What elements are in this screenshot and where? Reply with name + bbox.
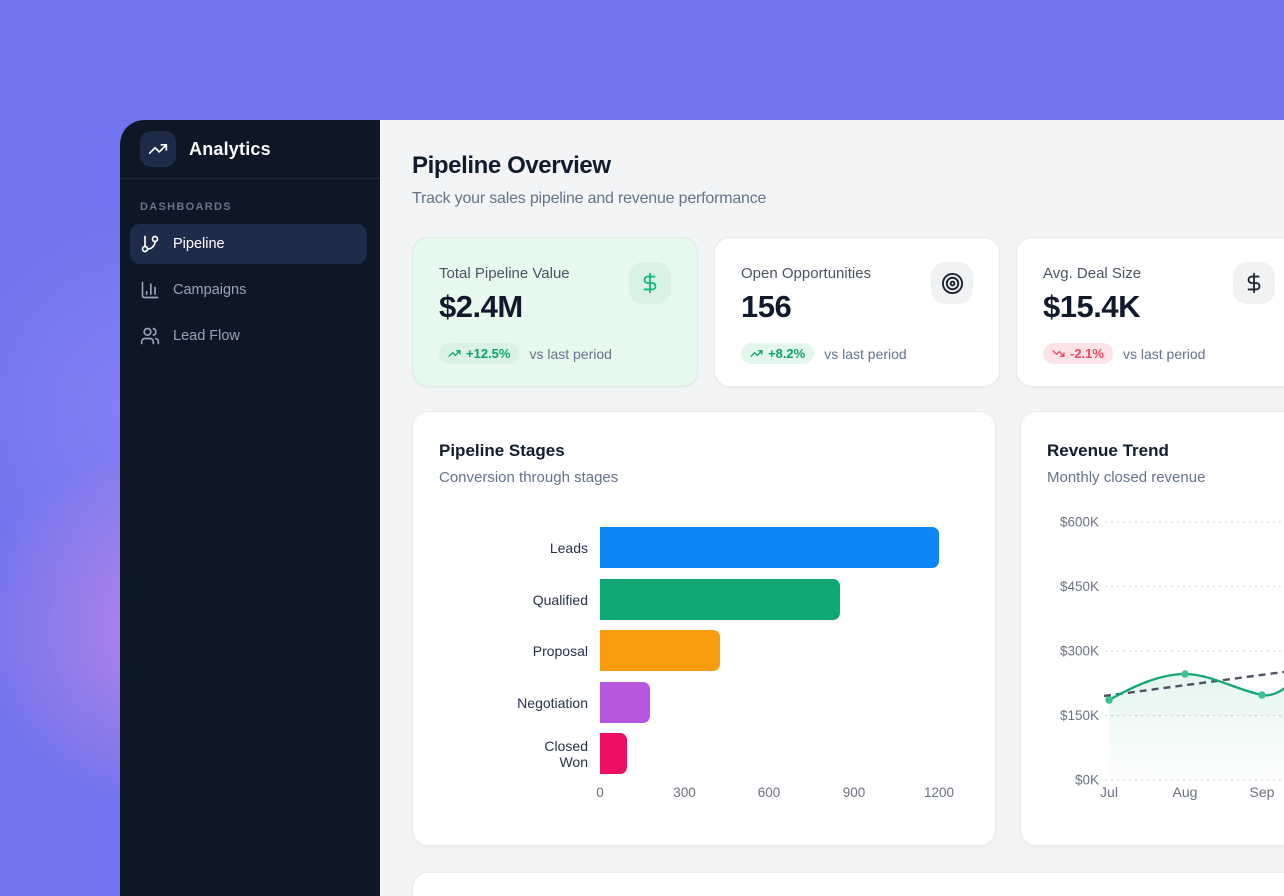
svg-text:$0K: $0K [1075,773,1099,788]
svg-text:Aug: Aug [1173,784,1198,800]
svg-text:$600K: $600K [1060,515,1099,530]
svg-text:Jul: Jul [1100,784,1118,800]
svg-text:$300K: $300K [1060,644,1099,659]
svg-text:Sep: Sep [1250,784,1275,800]
svg-text:$450K: $450K [1060,579,1099,594]
svg-text:$150K: $150K [1060,708,1099,723]
